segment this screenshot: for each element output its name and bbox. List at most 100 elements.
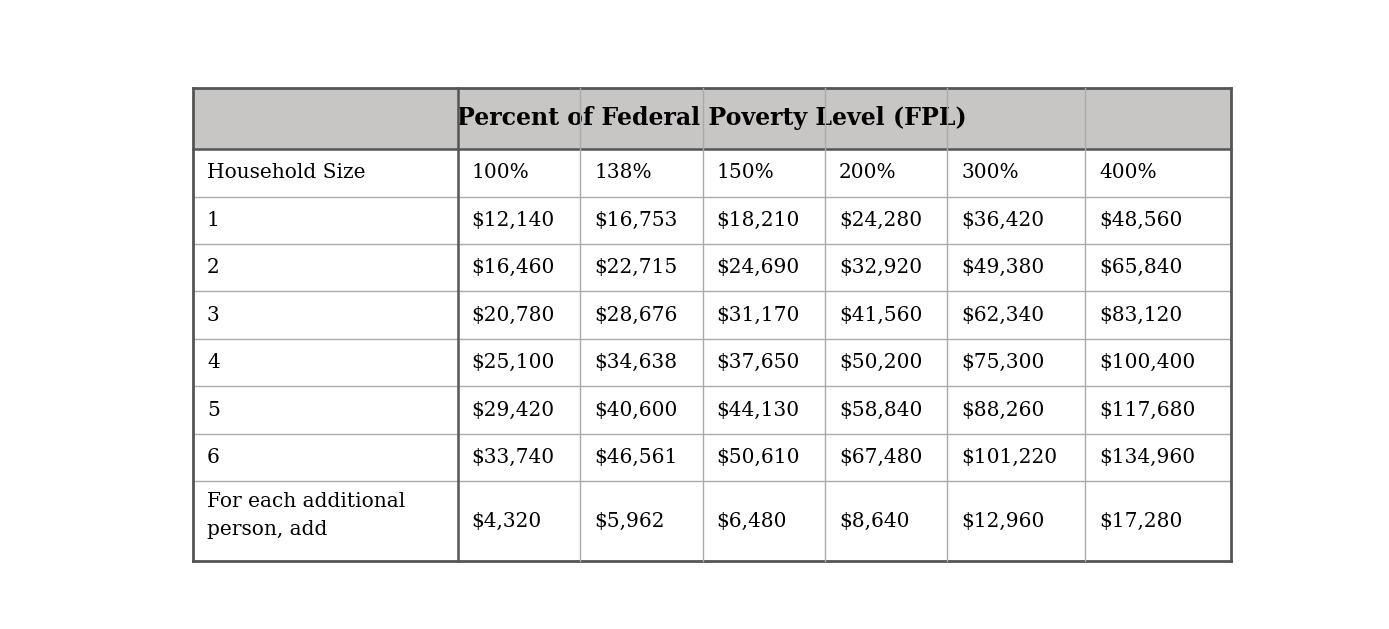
Text: 3: 3 — [207, 306, 219, 325]
Text: $117,680: $117,680 — [1100, 401, 1196, 420]
Bar — [581, 434, 703, 481]
Bar — [703, 434, 825, 481]
Text: $12,140: $12,140 — [472, 211, 554, 230]
Bar — [581, 149, 703, 196]
Text: $58,840: $58,840 — [839, 401, 922, 420]
Text: $44,130: $44,130 — [717, 401, 800, 420]
Bar — [457, 481, 581, 561]
Bar — [947, 291, 1085, 339]
Text: $29,420: $29,420 — [472, 401, 554, 420]
Text: 5: 5 — [207, 401, 219, 420]
Text: $16,753: $16,753 — [594, 211, 678, 230]
Bar — [581, 481, 703, 561]
Bar — [581, 386, 703, 434]
Bar — [947, 434, 1085, 481]
Text: $36,420: $36,420 — [961, 211, 1045, 230]
Text: $50,610: $50,610 — [717, 448, 800, 467]
Bar — [947, 386, 1085, 434]
Text: $88,260: $88,260 — [961, 401, 1045, 420]
Bar — [457, 386, 581, 434]
Text: $34,638: $34,638 — [594, 353, 678, 372]
Bar — [825, 386, 947, 434]
Bar — [703, 149, 825, 196]
Bar — [947, 339, 1085, 386]
Bar — [581, 291, 703, 339]
Text: $100,400: $100,400 — [1100, 353, 1196, 372]
Text: $31,170: $31,170 — [717, 306, 800, 325]
Bar — [457, 434, 581, 481]
Bar — [825, 291, 947, 339]
Bar — [825, 244, 947, 291]
Bar — [457, 244, 581, 291]
Bar — [703, 244, 825, 291]
Bar — [193, 244, 457, 291]
Text: $28,676: $28,676 — [594, 306, 678, 325]
Bar — [947, 149, 1085, 196]
Text: $40,600: $40,600 — [594, 401, 678, 420]
Text: $48,560: $48,560 — [1100, 211, 1183, 230]
Bar — [581, 196, 703, 244]
Bar — [1085, 339, 1231, 386]
Text: 400%: 400% — [1100, 164, 1157, 182]
Text: $37,650: $37,650 — [717, 353, 800, 372]
Bar — [457, 149, 581, 196]
Text: $5,962: $5,962 — [594, 512, 664, 531]
Text: $33,740: $33,740 — [472, 448, 554, 467]
Bar — [457, 339, 581, 386]
Text: 300%: 300% — [961, 164, 1020, 182]
Text: $20,780: $20,780 — [472, 306, 556, 325]
Bar — [1085, 291, 1231, 339]
Bar — [1085, 149, 1231, 196]
Bar — [1085, 386, 1231, 434]
Text: $17,280: $17,280 — [1100, 512, 1183, 531]
Text: $8,640: $8,640 — [839, 512, 910, 531]
Bar — [457, 291, 581, 339]
Text: $24,280: $24,280 — [839, 211, 922, 230]
Bar — [947, 196, 1085, 244]
Bar — [825, 196, 947, 244]
Text: $67,480: $67,480 — [839, 448, 922, 467]
Bar — [193, 339, 457, 386]
Text: 150%: 150% — [717, 164, 774, 182]
Text: 4: 4 — [207, 353, 219, 372]
Bar — [193, 291, 457, 339]
Bar — [825, 481, 947, 561]
Text: $83,120: $83,120 — [1100, 306, 1182, 325]
Bar — [703, 291, 825, 339]
Bar — [703, 386, 825, 434]
Text: 1: 1 — [207, 211, 219, 230]
Bar — [193, 87, 1231, 149]
Text: $25,100: $25,100 — [472, 353, 556, 372]
Text: 100%: 100% — [472, 164, 529, 182]
Text: $16,460: $16,460 — [472, 259, 556, 277]
Bar — [193, 149, 457, 196]
Bar — [1085, 434, 1231, 481]
Text: $22,715: $22,715 — [594, 259, 678, 277]
Text: $24,690: $24,690 — [717, 259, 800, 277]
Bar — [703, 339, 825, 386]
Bar — [193, 481, 457, 561]
Text: Percent of Federal Poverty Level (FPL): Percent of Federal Poverty Level (FPL) — [457, 106, 967, 130]
Text: $75,300: $75,300 — [961, 353, 1045, 372]
Text: $50,200: $50,200 — [839, 353, 922, 372]
Bar — [947, 244, 1085, 291]
Bar — [1085, 244, 1231, 291]
Text: $101,220: $101,220 — [961, 448, 1057, 467]
Bar — [703, 481, 825, 561]
Text: $32,920: $32,920 — [839, 259, 922, 277]
Text: $134,960: $134,960 — [1100, 448, 1196, 467]
Text: $12,960: $12,960 — [961, 512, 1045, 531]
Text: $46,561: $46,561 — [594, 448, 678, 467]
Bar — [703, 196, 825, 244]
Text: $65,840: $65,840 — [1100, 259, 1183, 277]
Bar — [193, 434, 457, 481]
Text: $62,340: $62,340 — [961, 306, 1045, 325]
Text: $49,380: $49,380 — [961, 259, 1045, 277]
Bar — [825, 434, 947, 481]
Bar — [457, 196, 581, 244]
Bar — [1085, 481, 1231, 561]
Text: 200%: 200% — [839, 164, 896, 182]
Text: $6,480: $6,480 — [717, 512, 788, 531]
Bar — [581, 339, 703, 386]
Text: 2: 2 — [207, 259, 219, 277]
